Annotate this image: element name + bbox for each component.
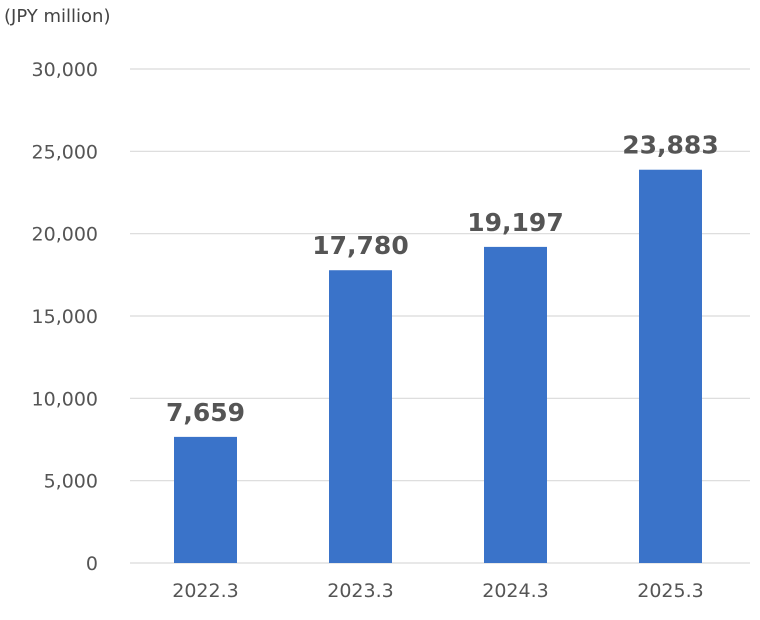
bar-2024.3 [484, 246, 547, 563]
y-tick-label: 5,000 [44, 471, 98, 493]
bar-2022.3 [174, 436, 237, 563]
y-tick-label: 20,000 [32, 224, 98, 246]
data-label-2023.3: 17,780 [312, 231, 408, 260]
x-tick-label: 2025.3 [637, 580, 703, 602]
y-axis-ticks: 0 5,000 10,000 15,000 20,000 25,000 30,000 [32, 59, 98, 575]
x-tick-label: 2023.3 [327, 580, 393, 602]
y-axis-unit-label: (JPY million) [4, 6, 111, 27]
data-labels: 7,659 17,780 19,197 23,883 [166, 131, 719, 427]
y-tick-label: 30,000 [32, 59, 98, 81]
data-label-2024.3: 19,197 [467, 208, 563, 237]
y-tick-label: 15,000 [32, 306, 98, 328]
y-tick-label: 25,000 [32, 141, 98, 163]
bar-2025.3 [639, 169, 702, 563]
x-axis-ticks: 2022.3 2023.3 2024.3 2025.3 [172, 580, 703, 602]
bar-2023.3 [329, 270, 392, 563]
y-tick-label: 0 [86, 553, 98, 575]
data-label-2025.3: 23,883 [622, 131, 718, 160]
x-tick-label: 2024.3 [482, 580, 548, 602]
bars [174, 169, 702, 563]
data-label-2022.3: 7,659 [166, 398, 245, 427]
y-tick-label: 10,000 [32, 388, 98, 410]
x-tick-label: 2022.3 [172, 580, 238, 602]
